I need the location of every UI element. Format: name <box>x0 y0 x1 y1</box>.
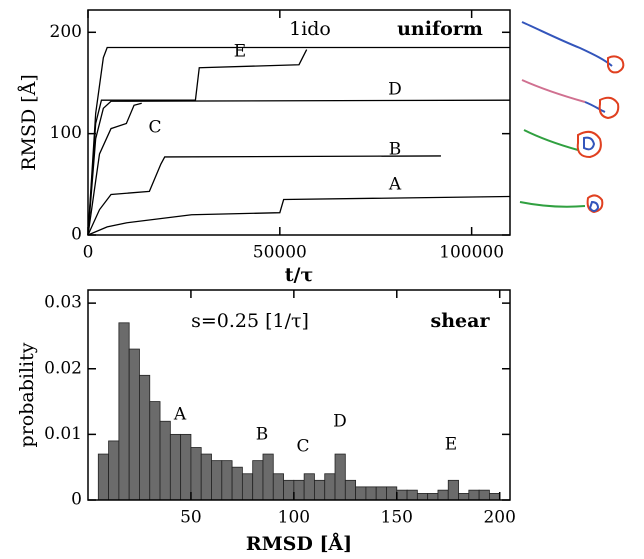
x-tick-label: 100000 <box>439 243 504 263</box>
chart: A B C D E 50 100 150 200 0 0.01 0.02 0.03 RMSD [Å] pro… <box>16 289 516 555</box>
y-axis-label: RMSD [Å] <box>18 74 40 171</box>
x-tick-label: 50 <box>180 508 202 528</box>
line <box>87 99 511 236</box>
bar <box>128 348 140 501</box>
line <box>87 102 142 236</box>
bar <box>200 453 212 501</box>
bar <box>262 453 274 501</box>
y-tick-label: 0.03 <box>44 293 82 313</box>
bar <box>489 493 501 501</box>
bar <box>221 460 233 501</box>
series-label: E <box>234 42 246 62</box>
series-label: B <box>389 140 402 160</box>
bar <box>303 473 315 501</box>
bar <box>478 489 490 501</box>
bar <box>118 322 130 501</box>
plot-frame <box>87 9 511 236</box>
bar <box>314 479 326 501</box>
x-tick-label: 50000 <box>253 243 307 263</box>
series-label: A <box>388 175 402 195</box>
bar <box>252 460 264 501</box>
bar <box>169 433 182 501</box>
bar <box>406 489 418 501</box>
protein-snapshots <box>519 21 625 214</box>
line <box>87 46 510 236</box>
bar <box>375 486 387 501</box>
bar <box>283 479 295 501</box>
bar <box>355 486 367 501</box>
bar <box>149 401 161 501</box>
line <box>87 195 511 236</box>
bar <box>97 453 109 501</box>
bar <box>458 493 470 501</box>
bar <box>231 466 243 501</box>
bar <box>139 374 151 501</box>
peak-label: D <box>333 412 347 432</box>
annotation: s=0.25 [1/τ] <box>191 310 309 332</box>
annotation: 1ido <box>289 18 331 40</box>
bar <box>396 489 408 501</box>
y-tick-label: 0 <box>71 490 82 510</box>
bar <box>447 479 459 501</box>
y-tick-label: 0.02 <box>44 358 82 378</box>
bar <box>344 479 357 501</box>
y-tick-label: 100 <box>50 123 82 143</box>
x-axis-label: t/τ <box>285 264 314 286</box>
x-axis-label: RMSD [Å] <box>246 532 352 555</box>
bar <box>437 489 449 501</box>
bar <box>386 486 398 501</box>
bar <box>159 420 171 501</box>
bar <box>241 473 254 501</box>
y-tick-label: 0 <box>71 225 82 245</box>
y-tick-label: 200 <box>50 22 82 42</box>
peak-label: C <box>296 437 309 457</box>
bar <box>180 433 192 501</box>
bar <box>324 473 336 501</box>
annotation: shear <box>431 310 491 332</box>
bar <box>365 486 377 501</box>
peak-label: E <box>445 435 457 455</box>
bar <box>334 453 346 501</box>
x-tick-label: 100 <box>278 508 310 528</box>
y-axis-label: probability <box>16 342 38 447</box>
bar <box>211 460 223 501</box>
chart: E D C BA 0 50000 100000 0 100 200 t/τ RMSD [Å] 1ido u… <box>18 9 511 286</box>
bar <box>468 489 480 501</box>
peak-label: B <box>256 425 269 445</box>
bar <box>108 440 120 501</box>
x-tick-label: 0 <box>83 243 94 263</box>
line <box>87 155 441 236</box>
y-tick-label: 0.01 <box>44 424 82 444</box>
series-label: C <box>148 118 161 138</box>
bar <box>293 479 305 501</box>
series-label: D <box>388 80 402 100</box>
plot-frame <box>87 289 511 501</box>
x-tick-label: 200 <box>483 508 515 528</box>
annotation: uniform <box>397 18 483 40</box>
line <box>87 49 308 236</box>
peak-label: A <box>173 405 187 425</box>
bar <box>427 493 439 501</box>
bar <box>272 473 284 501</box>
x-tick-label: 150 <box>381 508 413 528</box>
bar <box>416 493 429 501</box>
bar <box>190 447 202 501</box>
